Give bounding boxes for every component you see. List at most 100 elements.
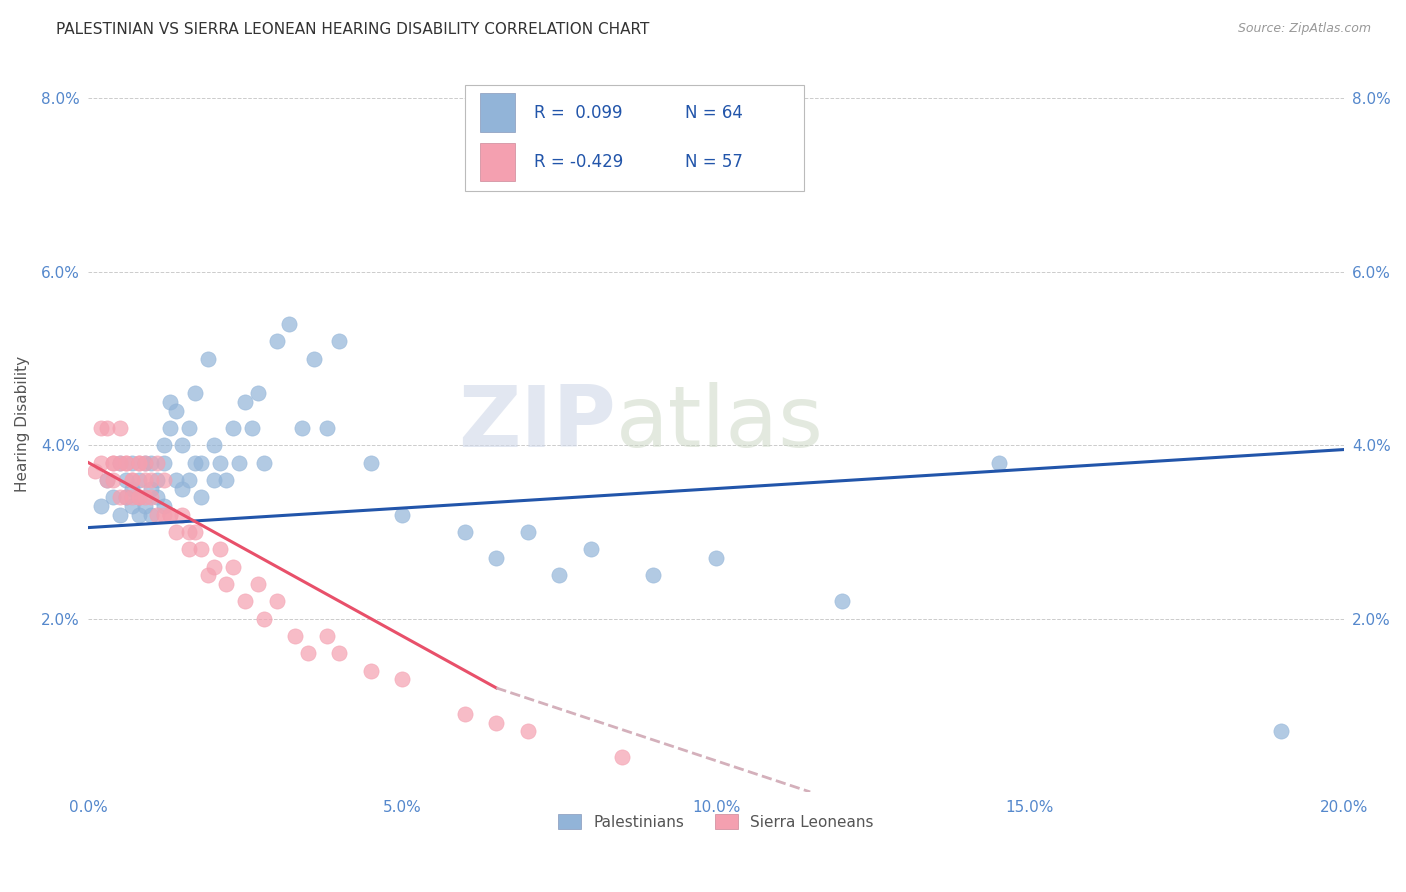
Point [96,421,118,435]
Point [103,473,125,487]
Point [328,334,350,349]
Text: R = -0.429: R = -0.429 [534,153,623,171]
Point [278,317,301,331]
Point [215,577,238,591]
Point [134,456,156,470]
Point [190,490,212,504]
Point [146,490,169,504]
Point [165,403,187,417]
Point [233,395,256,409]
Point [83,464,105,478]
Point [90,499,112,513]
Point [121,490,143,504]
Point [134,456,156,470]
Point [246,577,269,591]
Point [177,524,200,539]
Point [190,456,212,470]
Point [253,456,276,470]
Point [103,490,125,504]
Point [128,473,150,487]
Point [485,715,508,730]
Text: PALESTINIAN VS SIERRA LEONEAN HEARING DISABILITY CORRELATION CHART: PALESTINIAN VS SIERRA LEONEAN HEARING DI… [56,22,650,37]
Point [360,456,382,470]
Point [139,508,162,522]
Point [485,550,508,565]
Text: R =  0.099: R = 0.099 [534,103,623,121]
Point [121,473,143,487]
Point [159,395,181,409]
Point [1270,724,1292,739]
Point [222,421,245,435]
Point [315,629,337,643]
Point [177,542,200,557]
Text: N = 64: N = 64 [685,103,742,121]
Point [121,473,143,487]
Point [579,542,602,557]
Point [548,568,571,582]
Point [454,706,477,721]
Point [121,456,143,470]
Point [184,524,207,539]
Point [121,499,143,513]
Point [228,456,250,470]
Point [128,490,150,504]
Point [209,456,232,470]
Point [172,438,194,452]
Text: ZIP: ZIP [458,382,616,465]
Point [831,594,853,608]
Point [987,456,1010,470]
Point [704,550,727,565]
Point [115,490,138,504]
Point [108,490,131,504]
Point [108,456,131,470]
Point [610,750,633,764]
Point [134,499,156,513]
Point [165,473,187,487]
Point [222,559,245,574]
Legend: Palestinians, Sierra Leoneans: Palestinians, Sierra Leoneans [553,807,880,836]
Point [253,611,276,625]
Point [315,421,337,435]
Point [233,594,256,608]
Point [128,490,150,504]
Point [139,473,162,487]
Point [159,508,181,522]
Point [90,456,112,470]
Point [284,629,307,643]
Point [643,568,665,582]
Point [304,351,326,366]
Point [152,508,174,522]
Text: N = 57: N = 57 [685,153,742,171]
Point [96,473,118,487]
Text: Source: ZipAtlas.com: Source: ZipAtlas.com [1237,22,1371,36]
Point [172,482,194,496]
Point [197,568,219,582]
Point [128,456,150,470]
Point [128,508,150,522]
Point [139,482,162,496]
FancyBboxPatch shape [479,94,515,132]
Point [209,542,232,557]
Point [146,508,169,522]
Point [103,456,125,470]
Point [115,456,138,470]
Point [108,456,131,470]
Point [360,664,382,678]
Point [177,473,200,487]
Point [202,438,225,452]
Point [90,421,112,435]
Point [128,456,150,470]
Point [177,421,200,435]
Point [172,508,194,522]
Point [266,594,288,608]
Point [146,456,169,470]
Point [165,524,187,539]
Point [240,421,263,435]
Point [128,490,150,504]
Point [96,473,118,487]
Point [139,490,162,504]
Point [197,351,219,366]
Point [152,456,174,470]
Point [115,490,138,504]
Point [103,456,125,470]
